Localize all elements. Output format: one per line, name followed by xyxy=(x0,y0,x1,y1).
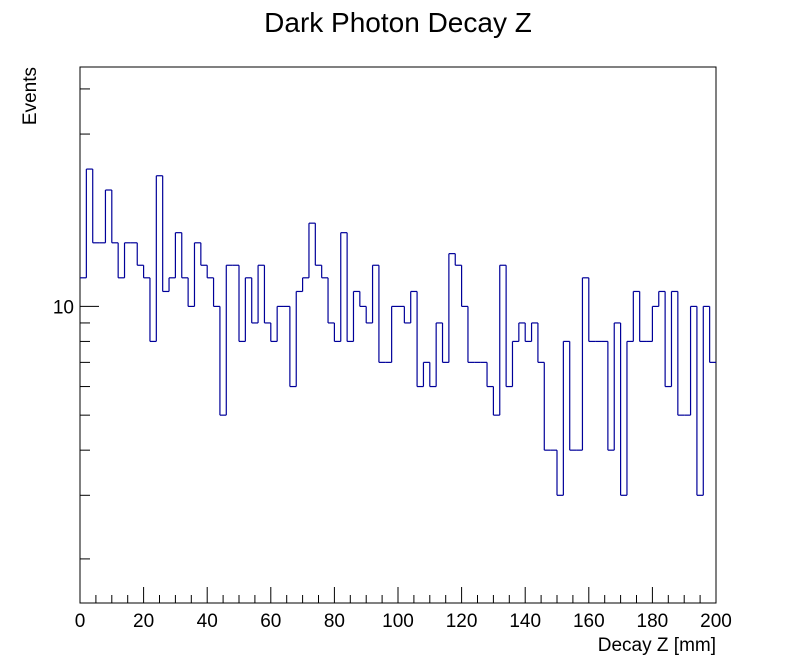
x-tick-label: 160 xyxy=(573,611,605,632)
chart-title: Dark Photon Decay Z xyxy=(264,7,532,38)
y-axis-label: Events xyxy=(20,67,41,125)
x-tick-label: 60 xyxy=(260,611,281,632)
x-tick-label: 120 xyxy=(446,611,478,632)
x-tick-label: 20 xyxy=(133,611,154,632)
x-tick-label: 140 xyxy=(509,611,541,632)
x-tick-label: 180 xyxy=(637,611,669,632)
x-tick-label: 100 xyxy=(382,611,414,632)
x-tick-label: 200 xyxy=(700,611,732,632)
y-tick-label: 10 xyxy=(53,297,74,318)
x-axis-label: Decay Z [mm] xyxy=(598,635,716,656)
x-tick-label: 80 xyxy=(324,611,345,632)
x-tick-label: 40 xyxy=(197,611,218,632)
x-tick-label: 0 xyxy=(75,611,86,632)
